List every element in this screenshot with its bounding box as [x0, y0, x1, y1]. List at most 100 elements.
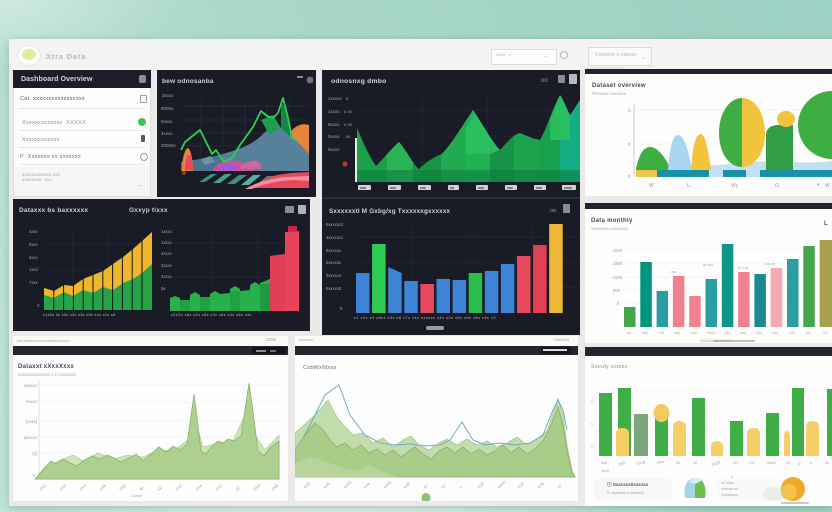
svg-text:xx: xx [627, 330, 631, 335]
svg-text:1000: 1000 [612, 275, 622, 280]
svg-text:5x: 5x [161, 286, 166, 291]
svg-text:3xxxx: 3xxxx [162, 93, 174, 98]
svg-text:3xxx: 3xxx [29, 255, 39, 260]
svg-text:x1 x2x x4 x5xx x3x x6 x7x x4x: x1 x2x x4 x5xx x3x x6 x7x x4x xxxxxx x4x… [354, 316, 496, 320]
svg-text:cx: cx [806, 330, 810, 335]
svg-text:4xxxx: 4xxxx [161, 251, 173, 256]
svg-text:1xx xx: 1xx xx [765, 262, 775, 266]
svg-text:Wy: Wy [731, 183, 739, 189]
svg-text:1xxg: 1xxg [636, 459, 645, 466]
svg-text:xxxxxx xx: xxxxxx xx [721, 486, 738, 491]
svg-text:ⓘ Sxxxxxx0xxxxxx: ⓘ Sxxxxxx0xxxxxx [607, 481, 649, 488]
svg-text:xxxxxxxxxxxxxxx x x xxxxxx4Z: xxxxxxxxxxxxxxx x x xxxxxx4Z [18, 372, 76, 377]
svg-text:Sxxxdy xxxxxx: Sxxxdy xxxxxx [591, 364, 628, 370]
svg-text:x/x6: x/x6 [98, 482, 107, 491]
svg-text:▾: ▾ [817, 182, 820, 188]
svg-text:x/x6: x/x6 [270, 482, 279, 491]
svg-text:2x0: 2x0 [618, 460, 626, 467]
svg-text:Dxxxxxx xxxxxxx: Dxxxxxx xxxxxxx [592, 91, 627, 96]
svg-text:20': 20' [733, 460, 738, 465]
svg-text:xxx: xxx [507, 186, 513, 190]
svg-text:x2: x2 [786, 460, 791, 465]
svg-text:2000: 2000 [612, 248, 622, 253]
svg-text:x1/x2: x1/x2 [342, 479, 353, 490]
svg-text:3xxxx: 3xxxx [161, 263, 173, 268]
svg-text:cxx: cxx [642, 330, 648, 335]
svg-text:x4/x0: x4/x0 [496, 479, 507, 490]
svg-text:xxxx: xxxx [601, 468, 609, 473]
svg-text:xx: xx [825, 460, 829, 465]
svg-text:xxx: xxx [691, 330, 697, 335]
svg-text:oo: oo [550, 208, 556, 214]
svg-text:x: x [591, 421, 593, 426]
svg-text:odnosnxg dmbo: odnosnxg dmbo [331, 78, 386, 85]
svg-text:''f': ''f' [809, 461, 813, 466]
svg-text:G: G [775, 183, 779, 189]
svg-text:x2x34 x6x x4x x5x x3x x8x x3x: x2x34 x6x x4x x5x x3x x8x x3x x5x x4x [171, 313, 252, 317]
svg-text:x0: x0 [693, 460, 698, 465]
svg-text:x: x [591, 399, 593, 404]
svg-text:0: 0 [628, 174, 631, 179]
svg-text:x0: x0 [440, 483, 447, 490]
svg-text:1xxxx: 1xxxx [328, 109, 340, 114]
svg-text:20000x: 20000x [161, 143, 177, 148]
svg-text:xxx: xxx [601, 460, 607, 465]
svg-text:L: L [824, 221, 828, 227]
svg-text:x/x4: x/x4 [516, 480, 525, 489]
svg-text:xx: xx [346, 134, 351, 139]
svg-text:xCxxxx: xCxxxx [721, 480, 734, 485]
svg-text:15x: 15x [724, 330, 730, 335]
svg-text:x: x [591, 443, 593, 448]
svg-text:6xxxx: 6xxxx [328, 147, 340, 152]
svg-text:xx xxx: xx xxx [703, 263, 713, 267]
svg-text:W: W [649, 183, 654, 189]
svg-text:x/x4: x/x4 [362, 480, 371, 489]
svg-text:xxxxxxxx xxxxxxxx: xxxxxxxx xxxxxxxx [591, 226, 629, 231]
svg-text:5xxxxxx: 5xxxxxx [326, 248, 342, 253]
svg-text:x1x3x 4x x0x x4x x3x x9x x4x x: x1x3x 4x x0x x4x x3x x9x x4x x1x x8 [43, 313, 116, 317]
svg-text:4x: 4x [138, 485, 145, 492]
svg-text:CxbWxfdxxs: CxbWxfdxxs [303, 365, 337, 371]
svg-text:x/x2: x/x2 [58, 482, 67, 491]
svg-text:Dataxxx bs baxxxxxx: Dataxxx bs baxxxxxx [19, 207, 88, 214]
svg-text:x/x1: x/x1 [38, 482, 47, 491]
svg-text:xxx: xxx [671, 270, 677, 274]
svg-text:1xx2: 1xx2 [29, 267, 39, 272]
svg-text:3xxxxx4: 3xxxxx4 [326, 273, 342, 278]
svg-text:5xxxx: 5xxxx [161, 119, 173, 124]
svg-text:,2x20: ,2x20 [710, 459, 721, 467]
svg-text:Sxxxxxxtl M Gxbg/xg Txxxxxxgx: Sxxxxxxtl M Gxbg/xg Txxxxxxgxxxxxx [329, 208, 451, 215]
svg-text:xx: xx [422, 483, 428, 489]
svg-text:2x: 2x [676, 460, 680, 465]
svg-text:W: W [825, 183, 830, 189]
svg-text:xxx: xxx [390, 186, 396, 190]
svg-text:c2x: c2x [789, 330, 795, 335]
svg-text:500: 500 [613, 288, 621, 293]
svg-text:2xx: 2xx [756, 330, 762, 335]
svg-text:x xx: x xx [344, 109, 353, 114]
svg-text:1500: 1500 [612, 261, 622, 266]
svg-text:Cxxx0: Cxxx0 [131, 493, 143, 498]
svg-text:Dataxxt xXxxXxxx: Dataxxt xXxxXxxx [18, 364, 75, 370]
svg-text:x/x2: x/x2 [302, 480, 311, 489]
svg-text:': ' [715, 470, 716, 475]
svg-text:x: x [340, 306, 343, 312]
svg-text:x: x [731, 474, 733, 479]
svg-text:xxx: xxx [478, 186, 484, 190]
svg-text:x4/x0: x4/x0 [382, 479, 393, 490]
svg-text:Dataset overview: Dataset overview [592, 83, 646, 89]
svg-text:oo: oo [541, 78, 548, 84]
svg-text:+2x: +2x [658, 330, 665, 335]
svg-text:Data monthly: Data monthly [591, 218, 633, 224]
svg-text:c1x: c1x [772, 330, 778, 335]
svg-text:6xxxxx5: 6xxxxx5 [326, 286, 342, 291]
svg-text:x/x3: x/x3 [78, 482, 87, 491]
svg-text:x: x [37, 303, 40, 309]
svg-text:cxx: cxx [674, 330, 680, 335]
svg-text:x/x3: x/x3 [252, 482, 261, 491]
svg-text:x0: x0 [556, 483, 563, 490]
svg-text:2xx0: 2xx0 [767, 460, 776, 465]
svg-text:x: x [346, 96, 349, 101]
svg-text:x4x/: x4x/ [656, 459, 665, 465]
svg-text:x'': x'' [798, 461, 802, 466]
